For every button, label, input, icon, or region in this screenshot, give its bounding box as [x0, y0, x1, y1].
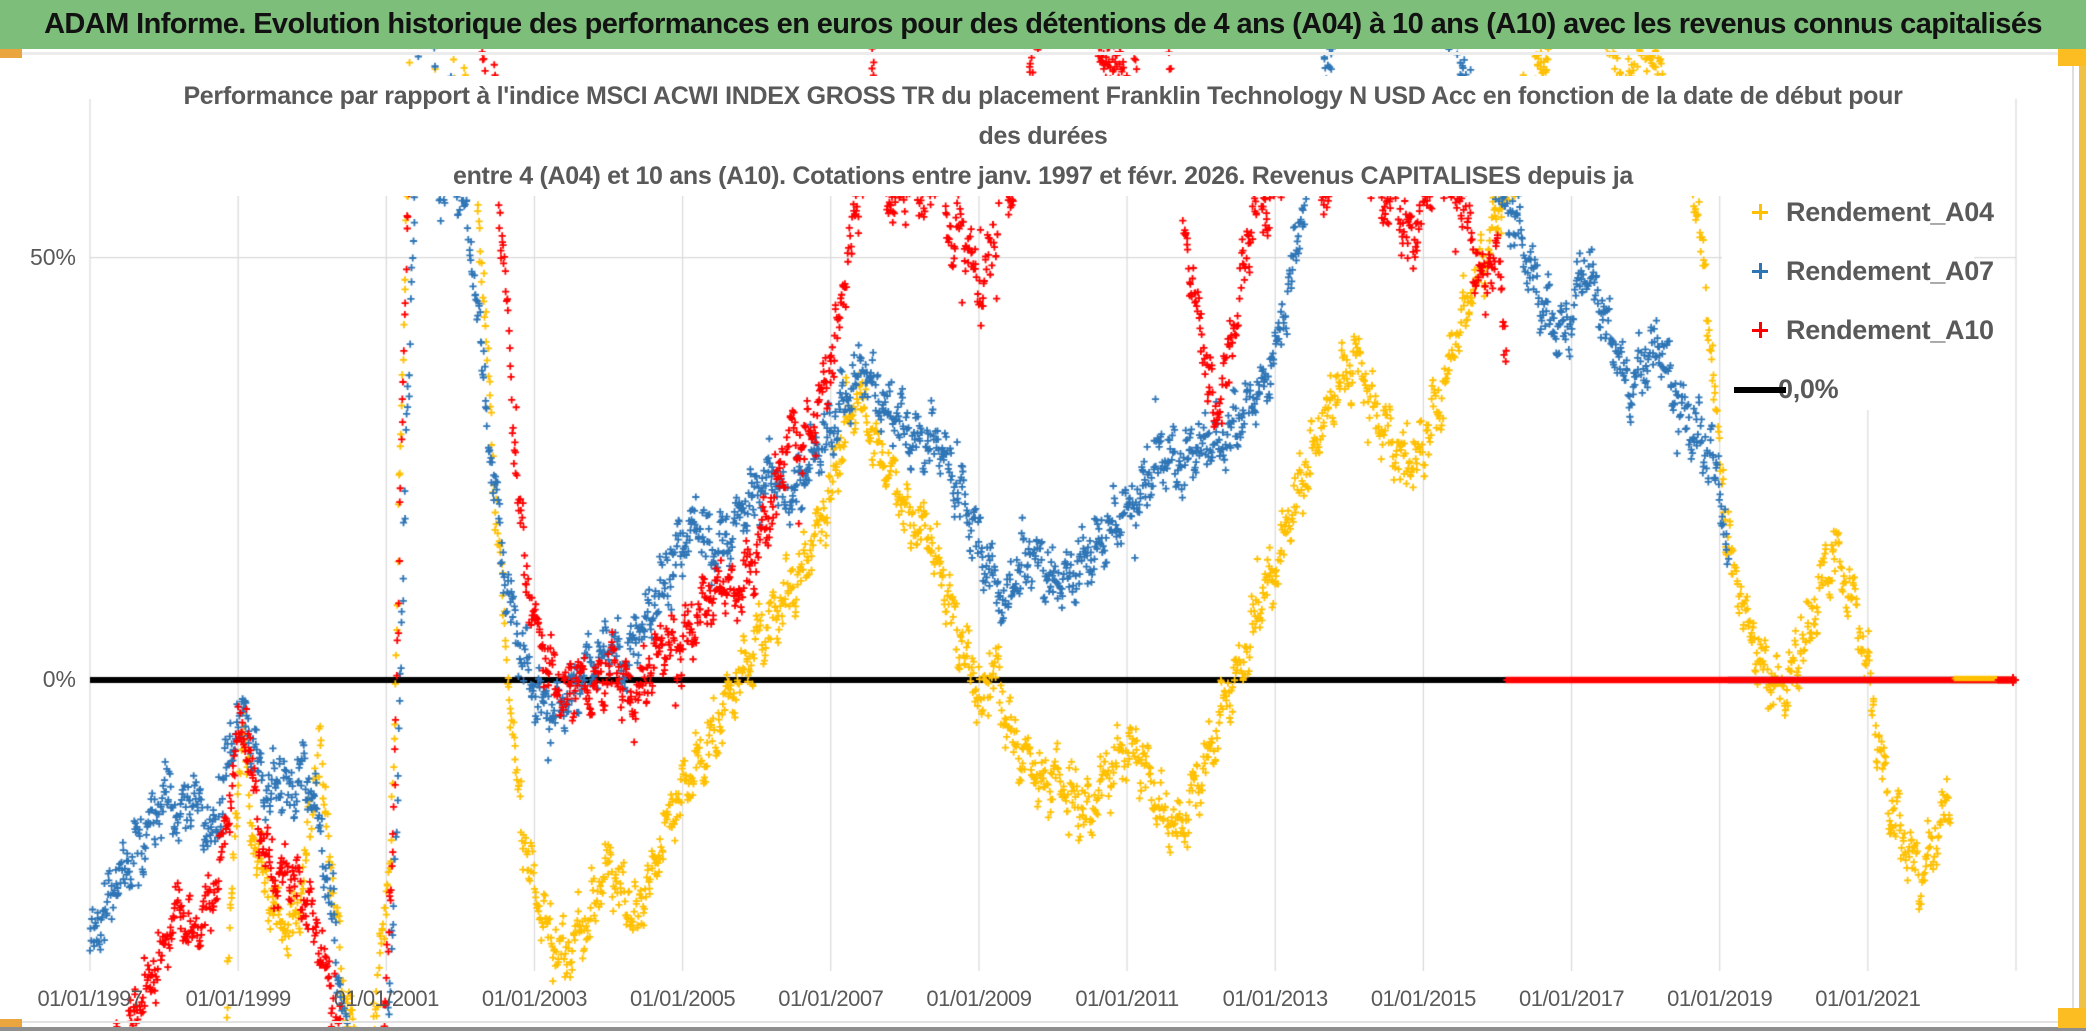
x-tick-label: 01/01/2001 — [333, 986, 440, 1011]
gold-accent-bottom-left — [0, 1019, 22, 1028]
gold-frame-right-strip — [2079, 49, 2086, 1031]
legend-item-zero-line[interactable]: 0,0% — [1722, 369, 1974, 409]
legend-label: Rendement_A10 — [1786, 314, 1994, 345]
x-tick-label: 01/01/2015 — [1370, 986, 1477, 1011]
y-tick-label: 0% — [42, 666, 76, 692]
x-tick-label: 01/01/2011 — [1075, 986, 1179, 1011]
chart-title-line-3: entre 4 (A04) et 10 ans (A10). Cotations… — [118, 156, 1968, 196]
x-tick-label: 01/01/2017 — [1518, 986, 1625, 1011]
legend-label: 0,0% — [1778, 373, 1839, 404]
bottom-border — [0, 1027, 2086, 1031]
x-tick-label: 01/01/1999 — [185, 986, 292, 1011]
gold-frame-corner-top-right — [2058, 49, 2086, 66]
chart-frame-hairline — [2072, 56, 2074, 1021]
chart-title-line-2: des durées — [118, 116, 1968, 156]
x-tick-label: 01/01/2021 — [1815, 986, 1921, 1011]
legend-label: Rendement_A04 — [1786, 196, 1994, 227]
plus-marker-icon — [1722, 202, 1778, 222]
legend-label: Rendement_A07 — [1786, 255, 1994, 286]
x-tick-label: 01/01/2003 — [481, 986, 588, 1011]
chart-title: Performance par rapport à l'indice MSCI … — [118, 76, 1968, 196]
x-tick-label: 01/01/2007 — [778, 986, 884, 1011]
header-title: ADAM Informe. Evolution historique des p… — [44, 8, 2042, 40]
zero-line-sample-icon — [1722, 379, 1786, 399]
x-tick-label: 01/01/2019 — [1667, 986, 1773, 1011]
bottom-light-rule — [22, 1021, 2058, 1023]
legend-item-rendement-a10[interactable]: Rendement_A10 — [1722, 310, 1994, 350]
subheader-divider — [0, 52, 2086, 55]
x-tick-label: 01/01/2009 — [926, 986, 1032, 1011]
x-tick-label: 01/01/2005 — [630, 986, 736, 1011]
chart-title-line-1: Performance par rapport à l'indice MSCI … — [118, 76, 1968, 116]
gold-frame-corner-bottom-right — [2058, 1008, 2086, 1028]
x-tick-label: 01/01/1997 — [37, 986, 143, 1011]
header-bar: ADAM Informe. Evolution historique des p… — [0, 0, 2086, 49]
legend-item-rendement-a07[interactable]: Rendement_A07 — [1722, 251, 1994, 291]
legend-item-rendement-a04[interactable]: Rendement_A04 — [1722, 192, 1994, 232]
gold-accent-top-left — [0, 49, 22, 58]
x-tick-label: 01/01/2013 — [1222, 986, 1329, 1011]
y-tick-label: 50% — [29, 243, 76, 270]
legend: Rendement_A04 Rendement_A07 Rendement_A1… — [1722, 188, 1994, 410]
plus-marker-icon — [1722, 320, 1778, 340]
plus-marker-icon — [1722, 261, 1778, 281]
